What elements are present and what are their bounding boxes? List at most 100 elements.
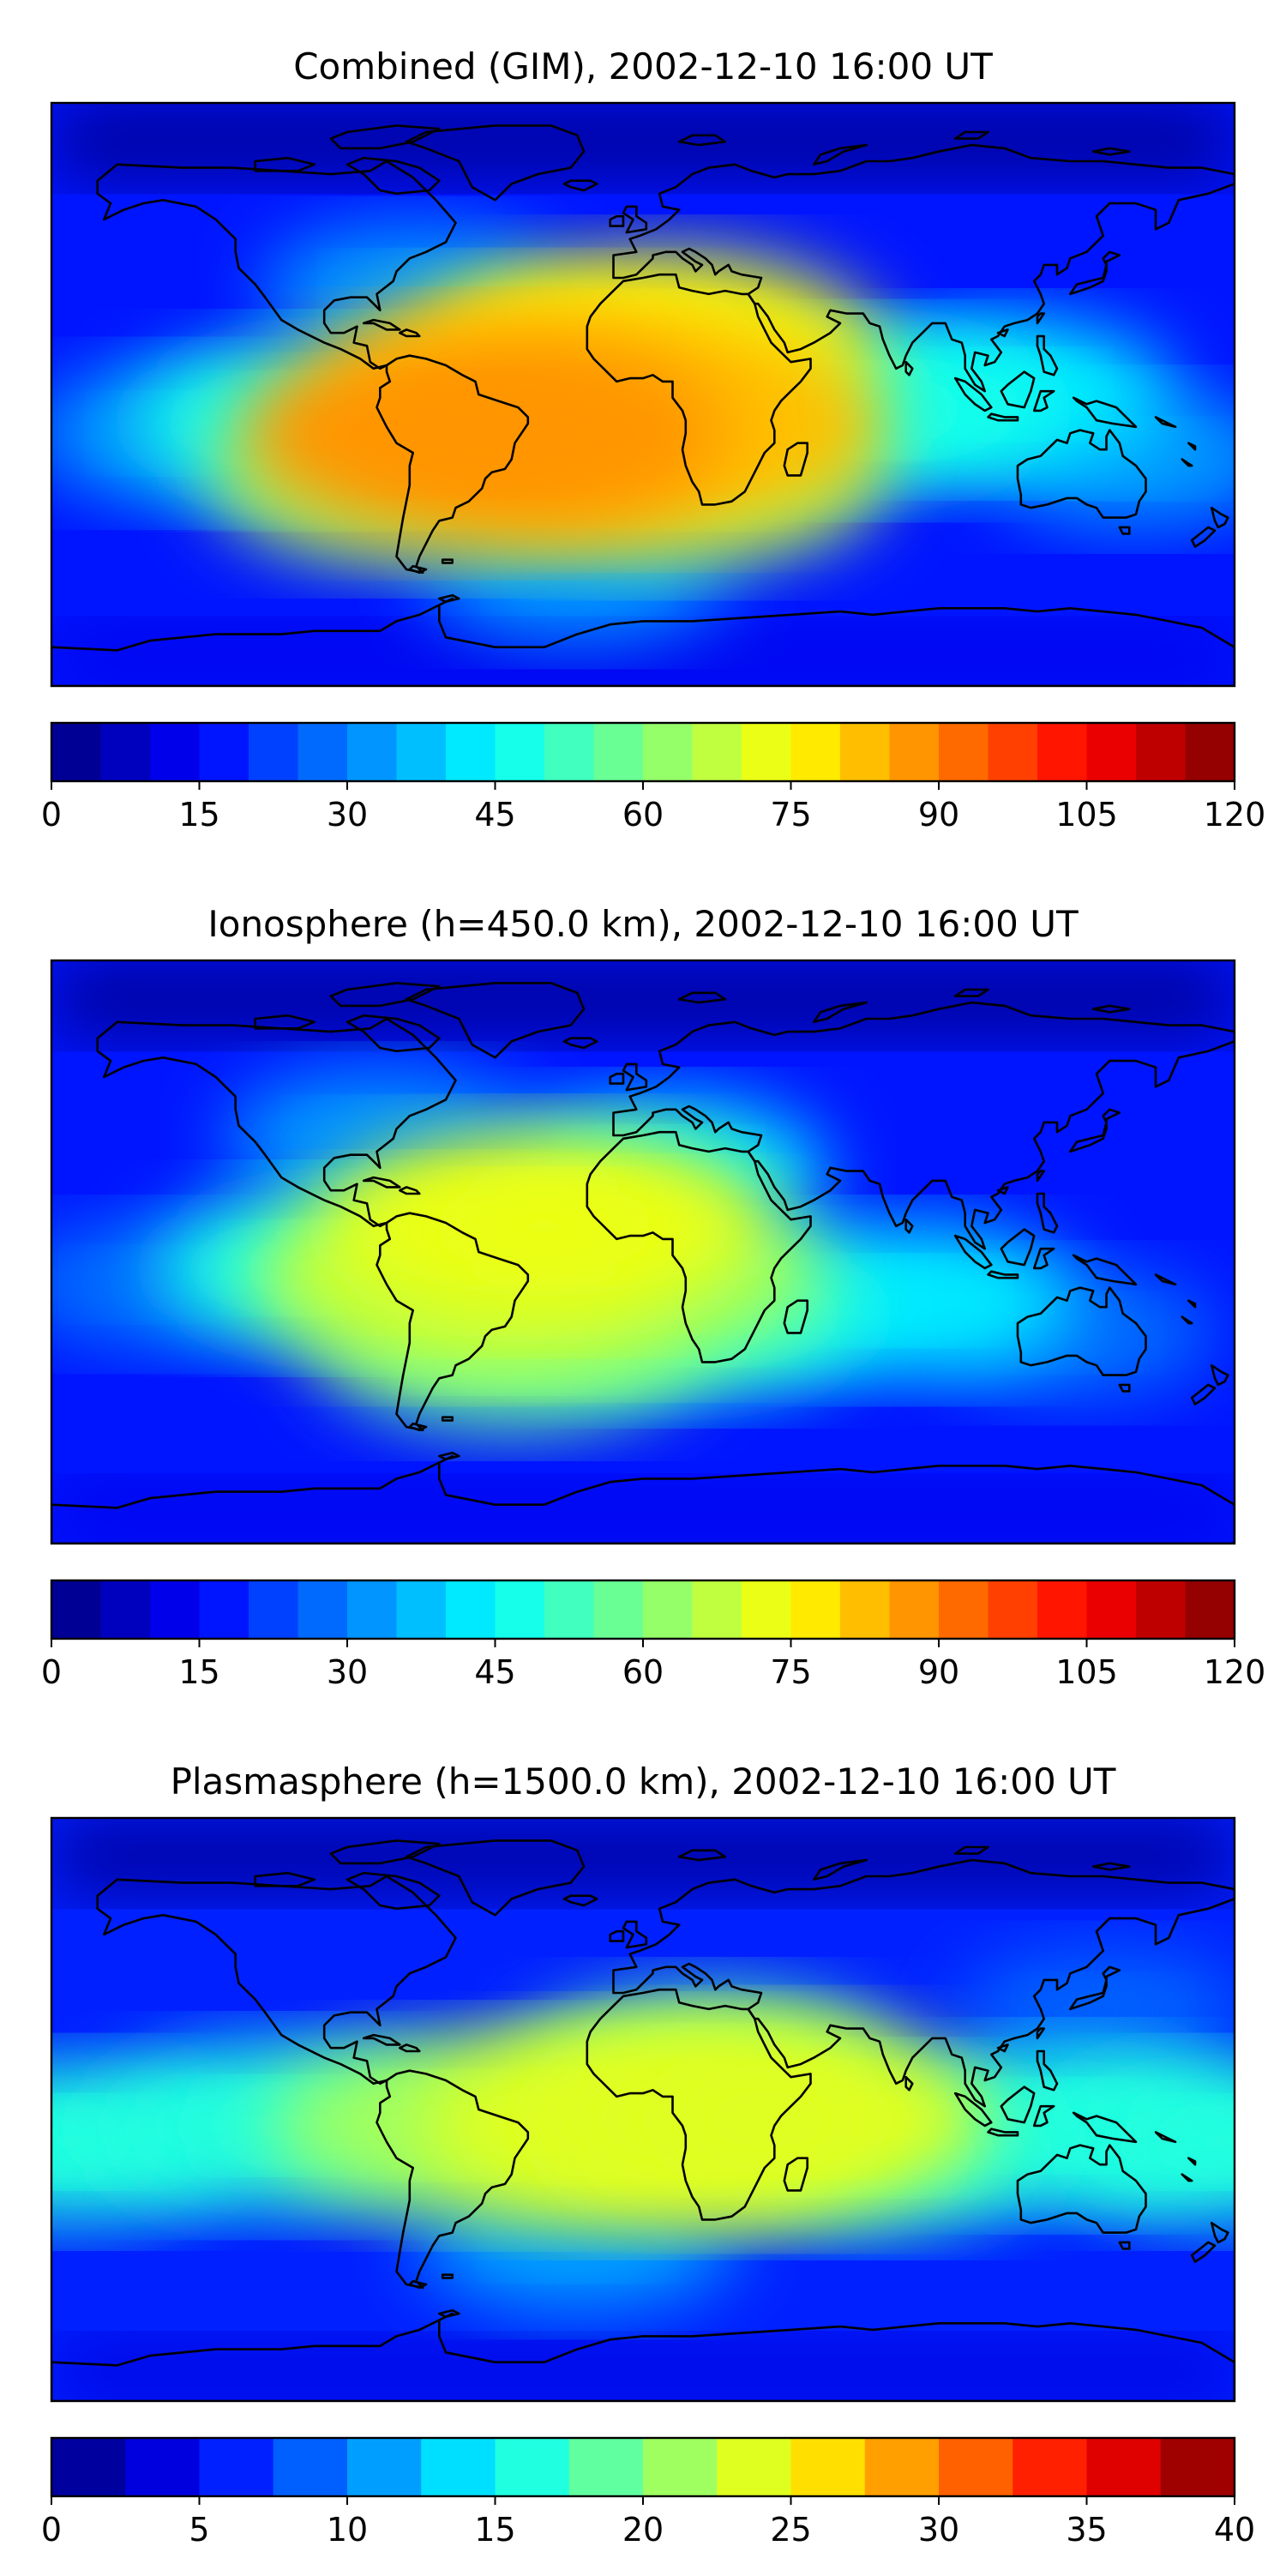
colorbar-tick-label: 0 — [41, 1653, 62, 1691]
colorbar-tick-label: 10 — [327, 2511, 368, 2549]
panel-title: Ionosphere (h=450.0 km), 2002-12-10 16:0… — [207, 903, 1079, 945]
colorbar-segment — [1013, 2438, 1087, 2496]
colorbar-tick-label: 0 — [41, 796, 62, 834]
colorbar-segment — [939, 723, 989, 781]
colorbar-segment — [1136, 1580, 1186, 1639]
south-band — [51, 628, 1235, 686]
colorbar-segment — [1136, 723, 1186, 781]
colorbar-tick-label: 105 — [1055, 1653, 1118, 1691]
colorbar-tick-label: 40 — [1214, 2511, 1255, 2549]
colorbar-segment — [742, 723, 791, 781]
colorbar-segment — [200, 1580, 249, 1639]
panel-3: Plasmasphere (h=1500.0 km), 2002-12-10 1… — [0, 1760, 1286, 2549]
colorbar-tick-label: 45 — [474, 796, 515, 834]
colorbar-segment — [594, 723, 644, 781]
colorbar-segment — [1186, 723, 1235, 781]
value-blob-core — [447, 1183, 643, 1268]
colorbar-segment — [791, 723, 841, 781]
panel-title: Combined (GIM), 2002-12-10 16:00 UT — [293, 45, 993, 87]
colorbar-segment — [150, 723, 200, 781]
colorbar-segment — [397, 1580, 447, 1639]
colorbar-segment — [989, 723, 1038, 781]
colorbar-segment — [101, 1580, 151, 1639]
colorbar-segment — [717, 2438, 791, 2496]
colorbar-segment — [989, 1580, 1038, 1639]
colorbar-segment — [51, 723, 101, 781]
colorbar-segment — [840, 723, 890, 781]
colorbar-segment — [890, 1580, 940, 1639]
colorbar-segment — [496, 2438, 570, 2496]
colorbar-segment — [643, 1580, 693, 1639]
colorbar-segment — [347, 723, 397, 781]
colorbar-segment — [1087, 723, 1137, 781]
colorbar-segment — [249, 1580, 298, 1639]
colorbar-segment — [200, 2438, 274, 2496]
south-band — [51, 1485, 1235, 1544]
colorbar-segment — [791, 2438, 866, 2496]
colorbar-segment — [496, 723, 545, 781]
colorbar-segment — [1037, 723, 1087, 781]
colorbar-segment — [544, 723, 594, 781]
colorbar-tick-label: 75 — [770, 796, 811, 834]
colorbar-segment — [1186, 1580, 1235, 1639]
panel-2: Ionosphere (h=450.0 km), 2002-12-10 16:0… — [6, 903, 1265, 1691]
colorbar-segment — [200, 723, 249, 781]
colorbar-tick-label: 105 — [1055, 796, 1118, 834]
colorbar-segment — [939, 1580, 989, 1639]
colorbar-segment — [791, 1580, 841, 1639]
colorbar-segment — [446, 1580, 496, 1639]
colorbar-tick-label: 90 — [918, 1653, 959, 1691]
colorbar-segment — [1087, 2438, 1162, 2496]
colorbar-segment — [840, 1580, 890, 1639]
value-blob-core — [669, 2076, 868, 2163]
colorbar-segment — [347, 1580, 397, 1639]
value-field — [0, 1818, 1286, 2401]
colorbar-segment — [643, 2438, 718, 2496]
colorbar-tick-label: 15 — [178, 1653, 219, 1691]
colorbar-tick-label: 120 — [1204, 796, 1266, 834]
colorbar-segment — [569, 2438, 644, 2496]
colorbar-segment — [101, 723, 151, 781]
colorbar-tick-label: 60 — [622, 796, 664, 834]
colorbar-tick-label: 25 — [770, 2511, 811, 2549]
colorbar-segment — [1037, 1580, 1087, 1639]
colorbar-segment — [693, 723, 742, 781]
colorbar-tick-label: 120 — [1204, 1653, 1266, 1691]
panel-title: Plasmasphere (h=1500.0 km), 2002-12-10 1… — [171, 1760, 1116, 1803]
colorbar-tick-label: 5 — [189, 2511, 209, 2549]
colorbar-segment — [150, 1580, 200, 1639]
colorbar-segment — [1161, 2438, 1235, 2496]
colorbar-segment — [125, 2438, 200, 2496]
colorbar-segment — [939, 2438, 1013, 2496]
colorbar-segment — [397, 723, 447, 781]
colorbar-tick-label: 35 — [1066, 2511, 1107, 2549]
south-band — [51, 2343, 1235, 2401]
colorbar-segment — [1087, 1580, 1137, 1639]
colorbar-segment — [347, 2438, 422, 2496]
colorbar-segment — [273, 2438, 348, 2496]
colorbar-segment — [742, 1580, 791, 1639]
colorbar-segment — [594, 1580, 644, 1639]
colorbar-segment — [544, 1580, 594, 1639]
colorbar-segment — [249, 723, 298, 781]
colorbar-segment — [496, 1580, 545, 1639]
colorbar-tick-label: 30 — [327, 1653, 368, 1691]
colorbar-tick-label: 20 — [622, 2511, 664, 2549]
colorbar-segment — [446, 723, 496, 781]
colorbar-segment — [890, 723, 940, 781]
colorbar-tick-label: 15 — [178, 796, 219, 834]
colorbar-tick-label: 15 — [474, 2511, 515, 2549]
colorbar-segment — [51, 2438, 126, 2496]
colorbar-tick-label: 75 — [770, 1653, 811, 1691]
colorbar-tick-label: 0 — [41, 2511, 62, 2549]
colorbar-tick-label: 45 — [474, 1653, 515, 1691]
colorbar-segment — [298, 723, 348, 781]
colorbar-tick-label: 90 — [918, 796, 959, 834]
value-field — [27, 103, 1286, 686]
